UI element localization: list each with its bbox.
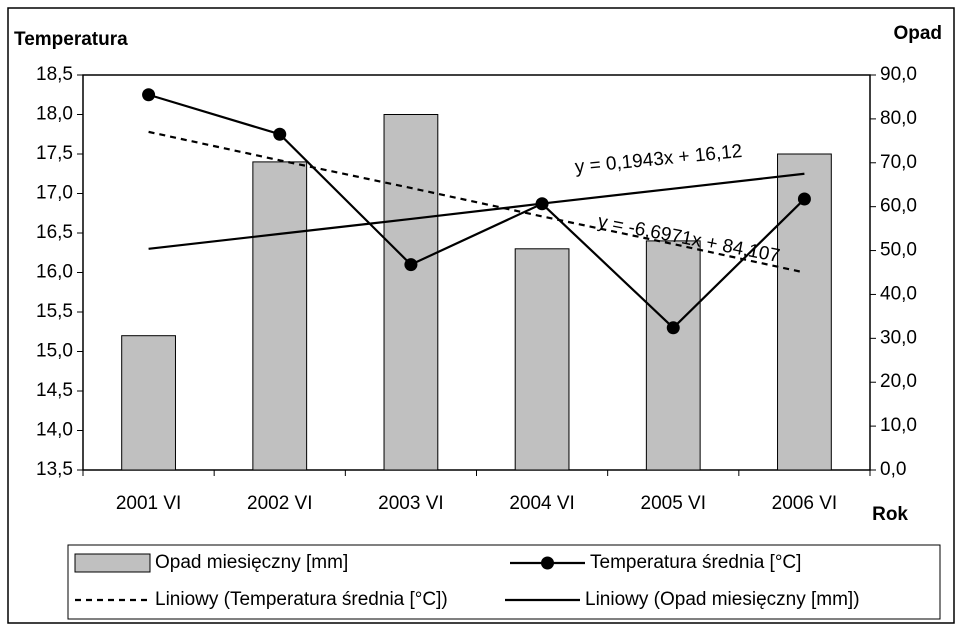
legend-label: Temperatura średnia [°C] [590,552,801,573]
y2-tick-label: 90,0 [880,64,917,85]
y-tick-label: 14,5 [36,380,73,401]
y-tick-label: 15,5 [36,301,73,322]
bar [777,153,832,471]
legend-label: Liniowy (Opad miesięczny [mm]) [585,589,860,610]
trend-line [148,130,805,274]
bar [252,161,308,471]
y2-tick-label: 10,0 [880,415,917,436]
x-tick-label: 2004 VI [509,493,575,514]
y-tick-label: 15,0 [36,341,73,362]
x-tick-label: 2006 VI [772,493,838,514]
y-tick-label: 18,5 [36,64,73,85]
line [148,172,805,250]
y2-tick-label: 50,0 [880,240,917,261]
y-tick-label: 14,0 [36,420,73,441]
y-tick-label: 17,0 [36,183,73,204]
y2-axis-label: Opad [893,23,942,44]
x-tick-label: 2003 VI [378,493,444,514]
bar [645,240,701,471]
legend-box [67,544,941,620]
y-axis-label: Temperatura [14,29,128,50]
x-tick-label: 2005 VI [641,493,707,514]
legend-marker [541,556,554,570]
y2-tick-label: 20,0 [880,371,917,392]
y2-tick-label: 70,0 [880,152,917,173]
x-tick-label: 2002 VI [247,493,313,514]
bar [383,114,439,471]
marker [797,192,811,206]
y-tick-label: 13,5 [36,459,73,480]
bar [121,335,176,471]
marker [273,127,287,141]
x-tick-label: 2001 VI [116,493,182,514]
x-axis-label: Rok [872,504,908,525]
y2-tick-label: 80,0 [880,108,917,129]
y2-tick-label: 40,0 [880,283,917,304]
y-tick-label: 16,0 [36,262,73,283]
bar [514,248,570,471]
legend-swatch [74,553,151,573]
y-tick-label: 17,5 [36,143,73,164]
marker [142,88,156,102]
marker [404,258,418,272]
y-tick-label: 16,5 [36,222,73,243]
y-tick-label: 18,0 [36,104,73,125]
legend-label: Liniowy (Temperatura średnia [°C]) [155,589,448,610]
y2-tick-label: 60,0 [880,196,917,217]
line [148,93,806,330]
marker [666,321,680,335]
legend-label: Opad miesięczny [mm] [155,552,348,573]
y2-tick-label: 0,0 [880,459,906,480]
y2-tick-label: 30,0 [880,327,917,348]
